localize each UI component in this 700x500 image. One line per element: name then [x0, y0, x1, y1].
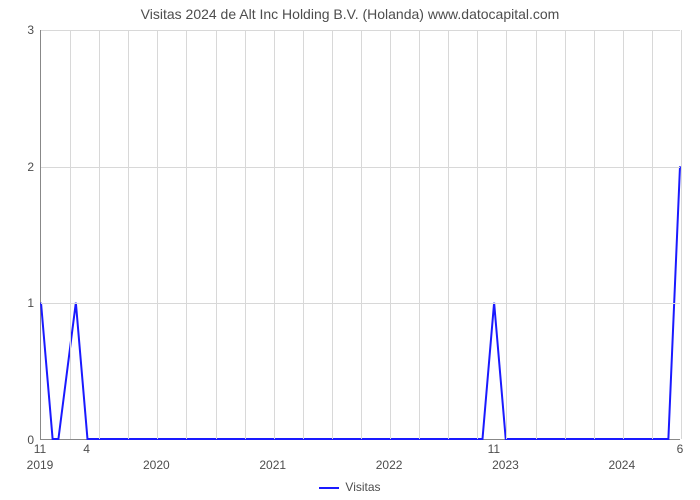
x-tick-label: 2021 — [259, 458, 286, 472]
grid-line-horizontal — [41, 167, 680, 168]
grid-line-vertical — [506, 30, 507, 439]
grid-line-vertical — [623, 30, 624, 439]
y-tick-label: 2 — [0, 160, 34, 174]
grid-line-vertical — [448, 30, 449, 439]
grid-line-vertical — [361, 30, 362, 439]
chart-title: Visitas 2024 de Alt Inc Holding B.V. (Ho… — [0, 6, 700, 22]
x-tick-label: 2024 — [608, 458, 635, 472]
y-tick-label: 1 — [0, 296, 34, 310]
grid-line-vertical — [99, 30, 100, 439]
y-tick-label: 3 — [0, 23, 34, 37]
x-tick-label: 2019 — [27, 458, 54, 472]
grid-line-vertical — [186, 30, 187, 439]
legend: Visitas — [0, 480, 700, 494]
grid-line-vertical — [477, 30, 478, 439]
data-point-label: 6 — [677, 442, 684, 456]
grid-line-vertical — [216, 30, 217, 439]
plot-area — [40, 30, 680, 440]
grid-line-horizontal — [41, 303, 680, 304]
grid-line-vertical — [128, 30, 129, 439]
grid-line-vertical — [652, 30, 653, 439]
x-tick-label: 2020 — [143, 458, 170, 472]
grid-line-vertical — [419, 30, 420, 439]
grid-line-vertical — [536, 30, 537, 439]
x-tick-label: 2022 — [376, 458, 403, 472]
y-tick-label: 0 — [0, 433, 34, 447]
data-point-label: 4 — [83, 442, 90, 456]
data-point-label: 11 — [34, 442, 46, 456]
grid-line-vertical — [245, 30, 246, 439]
grid-line-vertical — [565, 30, 566, 439]
grid-line-vertical — [594, 30, 595, 439]
grid-line-vertical — [390, 30, 391, 439]
legend-swatch — [319, 487, 339, 489]
grid-line-vertical — [70, 30, 71, 439]
x-tick-label: 2023 — [492, 458, 519, 472]
grid-line-vertical — [303, 30, 304, 439]
data-point-label: 11 — [488, 442, 500, 456]
grid-line-vertical — [274, 30, 275, 439]
grid-line-vertical — [332, 30, 333, 439]
grid-line-vertical — [157, 30, 158, 439]
grid-line-vertical — [681, 30, 682, 439]
legend-label: Visitas — [345, 480, 380, 494]
chart-container: Visitas 2024 de Alt Inc Holding B.V. (Ho… — [0, 0, 700, 500]
grid-line-horizontal — [41, 30, 680, 31]
